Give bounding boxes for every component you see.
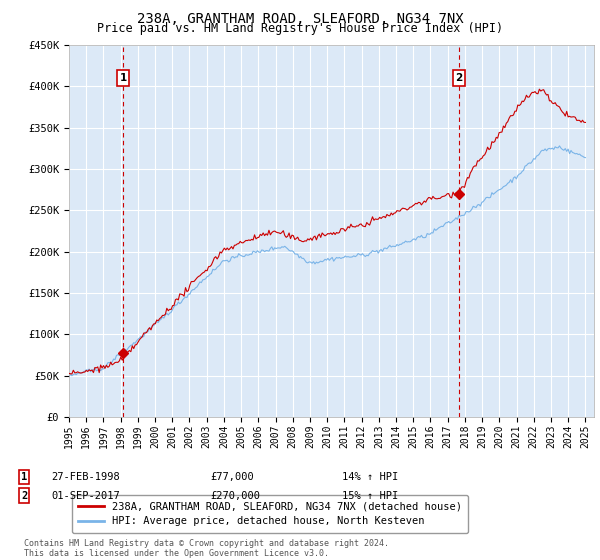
Text: 2: 2 [455,73,463,83]
Text: 15% ↑ HPI: 15% ↑ HPI [342,491,398,501]
Text: Contains HM Land Registry data © Crown copyright and database right 2024.
This d: Contains HM Land Registry data © Crown c… [24,539,389,558]
Text: 14% ↑ HPI: 14% ↑ HPI [342,472,398,482]
Text: 1: 1 [21,472,27,482]
Text: 01-SEP-2017: 01-SEP-2017 [51,491,120,501]
Text: Price paid vs. HM Land Registry's House Price Index (HPI): Price paid vs. HM Land Registry's House … [97,22,503,35]
Text: 238A, GRANTHAM ROAD, SLEAFORD, NG34 7NX: 238A, GRANTHAM ROAD, SLEAFORD, NG34 7NX [137,12,463,26]
Legend: 238A, GRANTHAM ROAD, SLEAFORD, NG34 7NX (detached house), HPI: Average price, de: 238A, GRANTHAM ROAD, SLEAFORD, NG34 7NX … [71,495,469,533]
Text: £77,000: £77,000 [210,472,254,482]
Text: 2: 2 [21,491,27,501]
Text: 1: 1 [119,73,127,83]
Text: 27-FEB-1998: 27-FEB-1998 [51,472,120,482]
Text: £270,000: £270,000 [210,491,260,501]
